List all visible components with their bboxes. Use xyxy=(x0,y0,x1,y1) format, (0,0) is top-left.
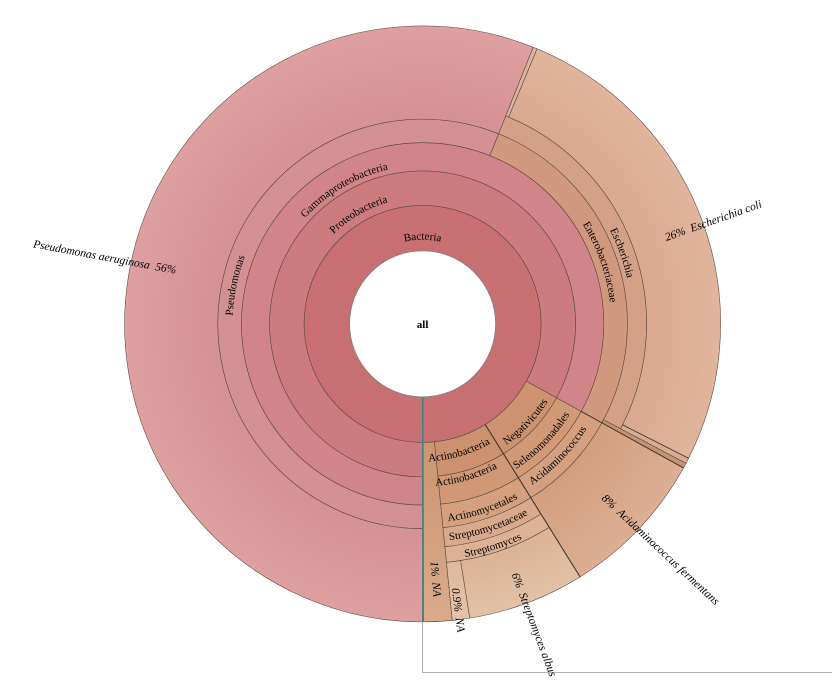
svg-text:1% NA: 1% NA xyxy=(428,561,443,599)
svg-text:Bacteria: Bacteria xyxy=(403,231,443,245)
svg-text:0.9% NA: 0.9% NA xyxy=(449,587,467,634)
svg-text:all: all xyxy=(417,319,429,331)
